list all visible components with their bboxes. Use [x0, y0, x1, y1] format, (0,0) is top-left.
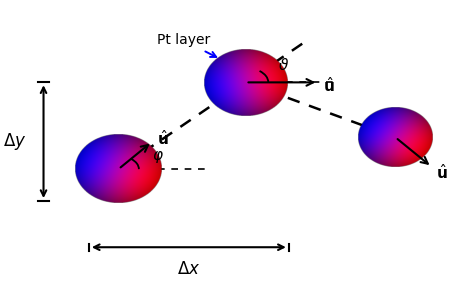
Text: Pt layer: Pt layer [157, 33, 216, 57]
Text: $\vartheta$: $\vartheta$ [278, 57, 290, 73]
Text: $\hat{\mathbf{u}}$: $\hat{\mathbf{u}}$ [323, 76, 334, 95]
Text: $\hat{\mathbf{u}}$: $\hat{\mathbf{u}}$ [436, 163, 448, 182]
Text: $\varphi$: $\varphi$ [152, 149, 164, 164]
Text: $\Delta y$: $\Delta y$ [3, 131, 26, 152]
Text: $\Delta x$: $\Delta x$ [177, 260, 201, 278]
Text: $\hat{\mathbf{u}}$: $\hat{\mathbf{u}}$ [156, 129, 168, 148]
